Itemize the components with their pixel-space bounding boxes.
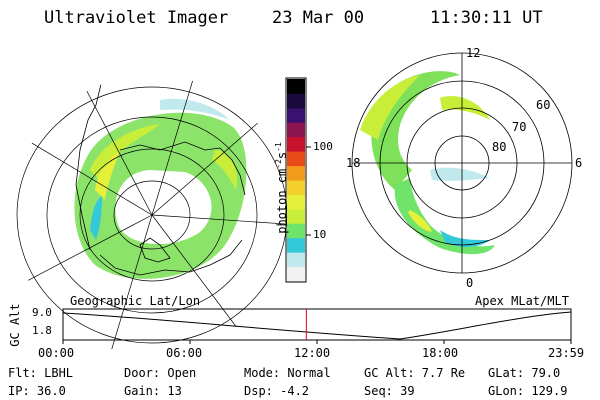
colorbar	[285, 77, 311, 283]
observation-date: 23 Mar 00	[272, 8, 365, 28]
colorbar-band	[287, 266, 305, 282]
orbit-x-tick: 06:00	[166, 346, 203, 360]
auroral-oval-geographic	[74, 112, 247, 279]
mlt-label-0: 0	[466, 276, 474, 290]
instrument-title: Ultraviolet Imager	[44, 8, 229, 28]
colorbar-band	[287, 79, 305, 94]
mlt-label-12: 12	[466, 46, 481, 60]
apex-caption: Apex MLat/MLT	[475, 294, 569, 308]
status-gain: Gain: 13	[124, 384, 182, 398]
status-glat: GLat: 79.0	[488, 366, 561, 380]
status-dsp: Dsp: -4.2	[244, 384, 310, 398]
geographic-caption: Geographic Lat/Lon	[70, 294, 201, 308]
orbit-y-title: GC Alt	[8, 303, 22, 347]
colorbar-unit-label: photon cm-2s-1	[274, 142, 289, 234]
orbit-x-tick: 00:00	[38, 346, 75, 360]
colorbar-band	[287, 208, 305, 224]
colorbar-band	[287, 223, 305, 239]
mlat-label-60: 60	[536, 98, 551, 112]
apex-image	[351, 52, 573, 274]
colorbar-tick-10: 10	[313, 228, 327, 241]
status-ip: IP: 36.0	[8, 384, 66, 398]
status-mode: Mode: Normal	[244, 366, 331, 380]
altitude-curve	[62, 311, 572, 340]
mlat-label-80: 80	[492, 140, 507, 154]
mlat-label-70: 70	[512, 120, 527, 134]
colorbar-band	[287, 151, 305, 167]
status-seq: Seq: 39	[364, 384, 415, 398]
mlt-label-18: 18	[346, 156, 361, 170]
colorbar-band	[287, 237, 305, 253]
orbit-x-tick: 12:00	[294, 346, 331, 360]
orbit-y-tick-low: 1.8	[32, 324, 52, 337]
status-filter: Flt: LBHL	[8, 366, 74, 380]
colorbar-band	[287, 252, 305, 268]
orbit-y-tick-high: 9.0	[32, 306, 52, 319]
status-door: Door: Open	[124, 366, 197, 380]
observation-time: 11:30:11 UT	[430, 8, 543, 28]
colorbar-band	[287, 165, 305, 181]
mlt-label-6: 6	[575, 156, 583, 170]
colorbar-tick-100: 100	[313, 140, 333, 153]
orbit-x-tick: 23:59	[548, 346, 585, 360]
colorbar-band	[287, 136, 305, 152]
colorbar-band	[287, 93, 305, 109]
colorbar-band	[287, 194, 305, 210]
colorbar-band	[287, 180, 305, 195]
orbit-plot	[62, 308, 572, 344]
colorbar-band	[287, 122, 305, 138]
status-gc-alt: GC Alt: 7.7 Re	[364, 366, 466, 380]
colorbar-band	[287, 107, 305, 123]
status-glon: GLon: 129.9	[488, 384, 568, 398]
orbit-x-tick: 18:00	[422, 346, 459, 360]
